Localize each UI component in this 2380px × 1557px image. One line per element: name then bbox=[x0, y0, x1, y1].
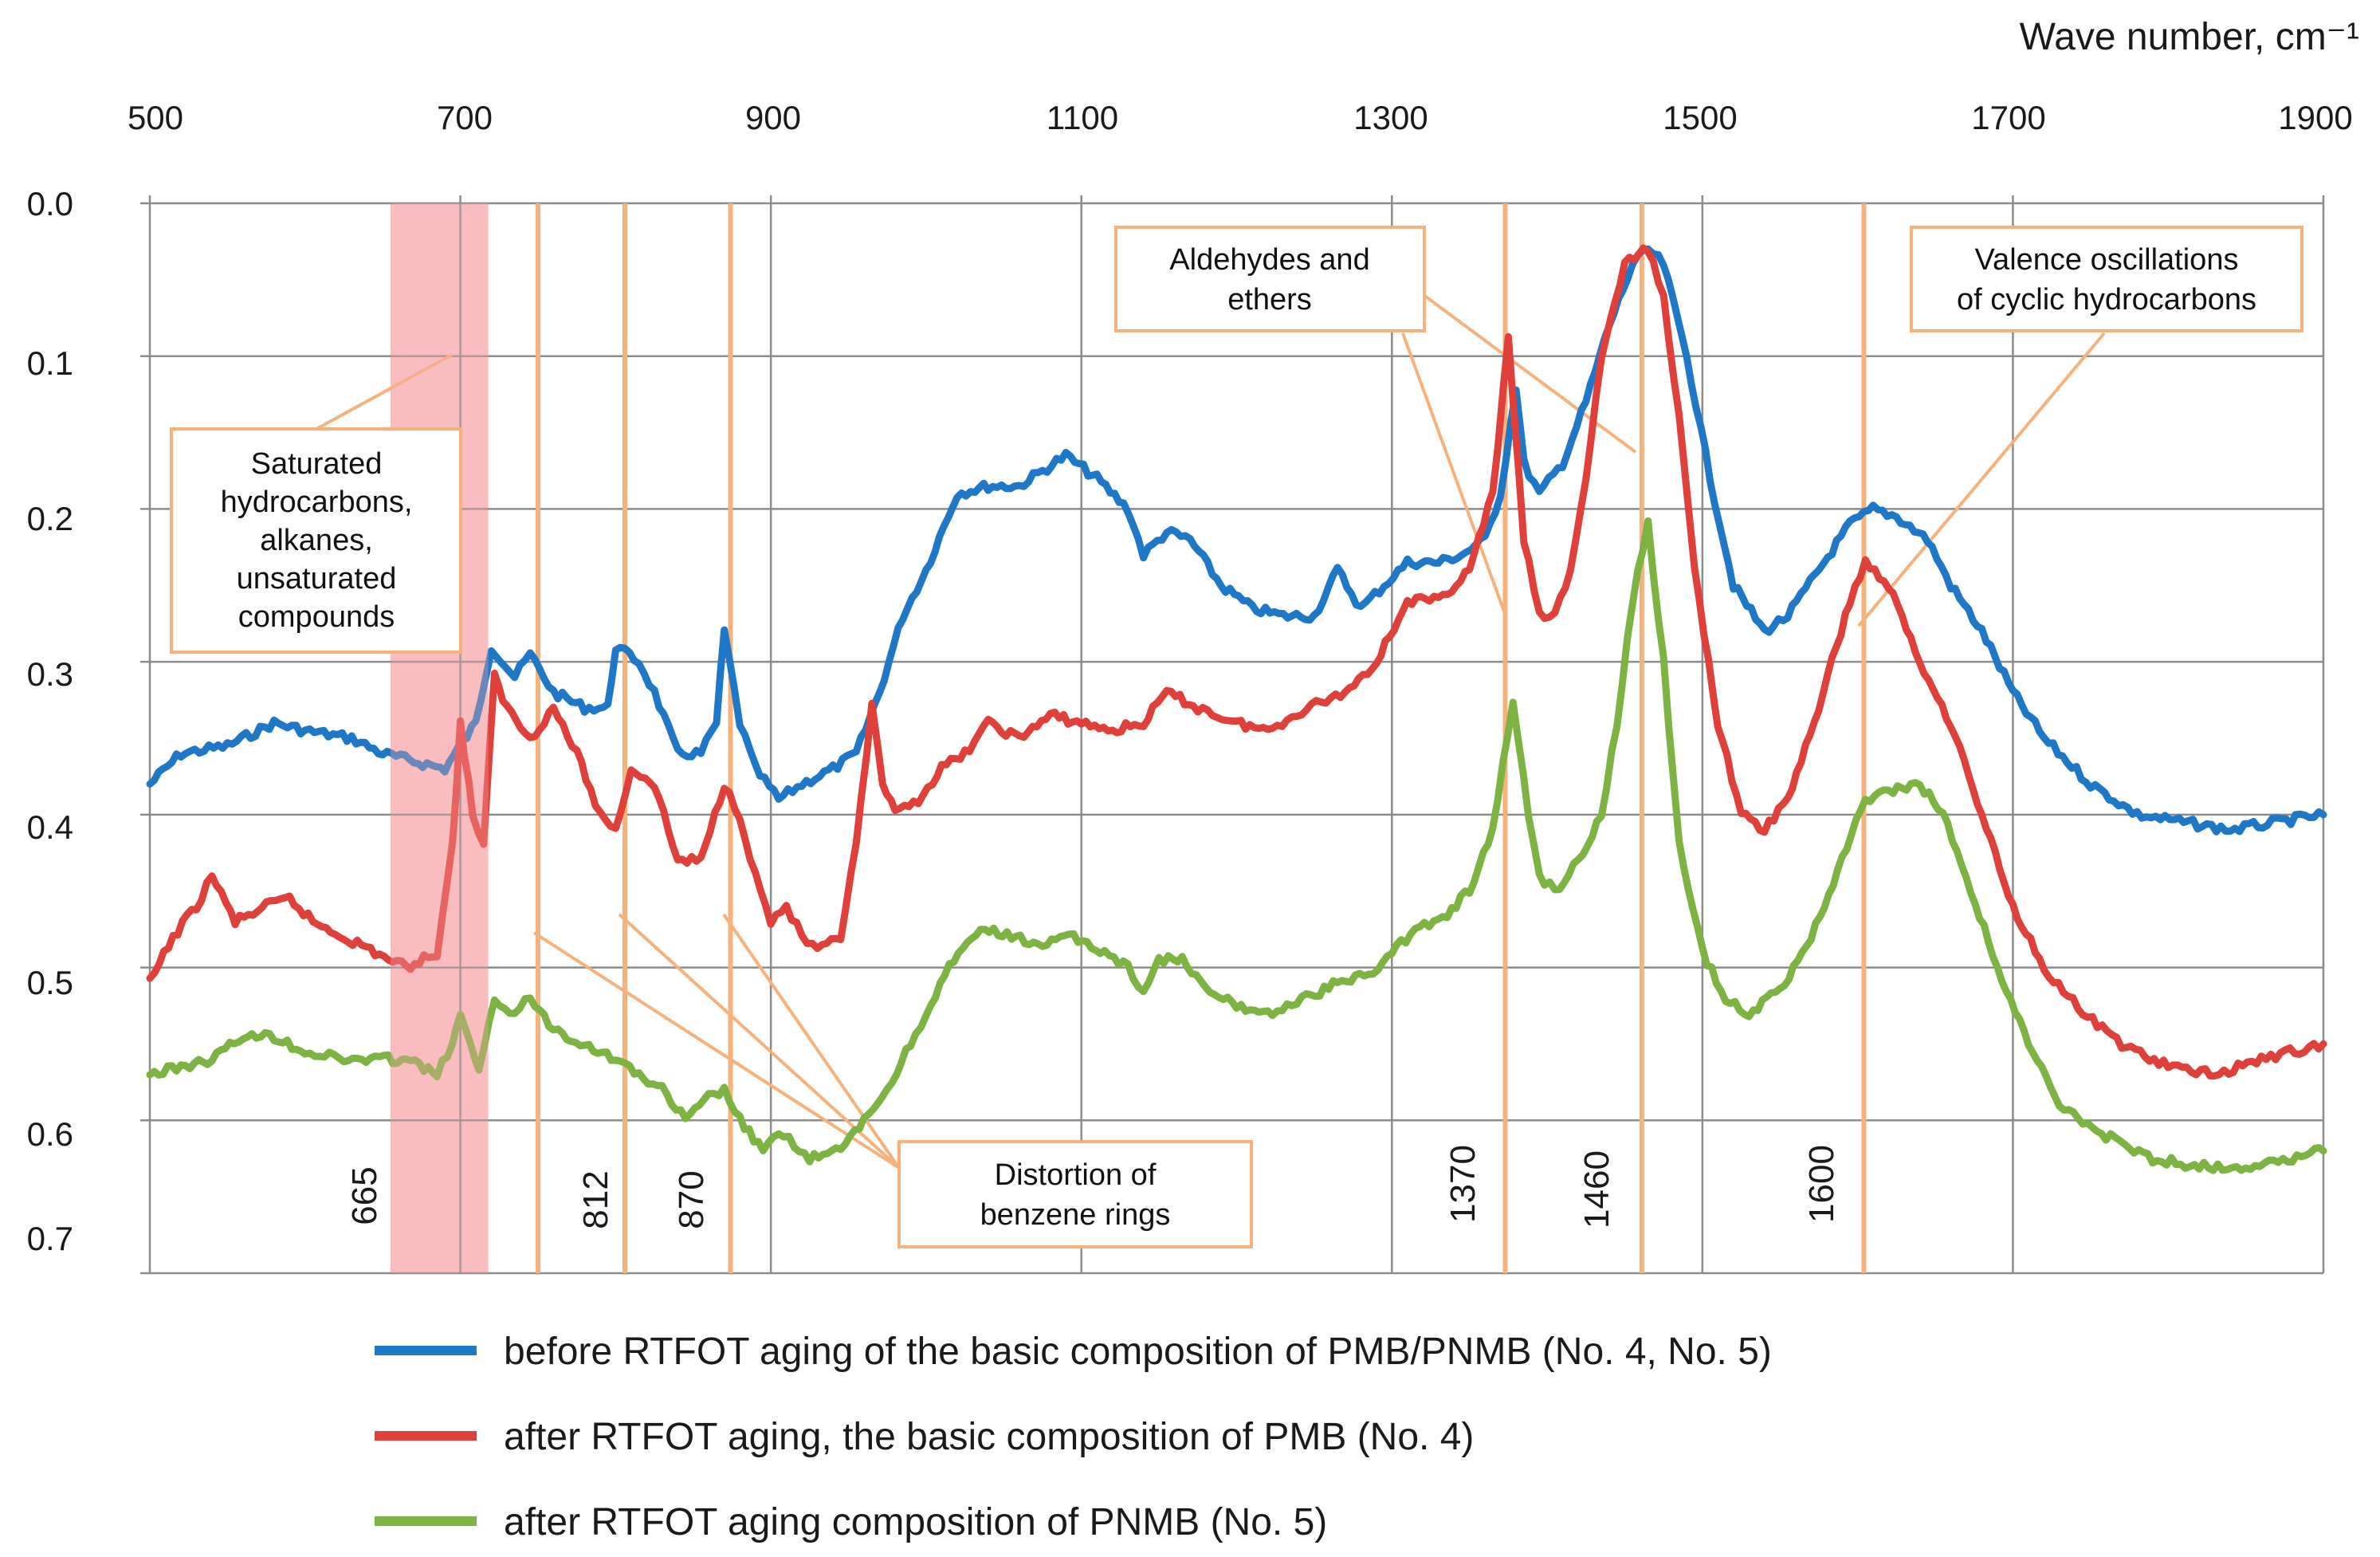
marker-label-665: 665 bbox=[345, 1166, 384, 1225]
legend-label-pmb: after RTFOT aging, the basic composition… bbox=[504, 1416, 1474, 1458]
annotation-saturated: Saturated hydrocarbons, alkanes, unsatur… bbox=[170, 427, 462, 654]
marker-label-812: 812 bbox=[576, 1170, 615, 1229]
annotation-line: Distortion of bbox=[995, 1158, 1157, 1192]
x-tick-label: 900 bbox=[745, 99, 801, 136]
x-tick-label: 1500 bbox=[1663, 99, 1737, 136]
x-tick-label: 700 bbox=[437, 99, 493, 136]
annotation-line: alkanes, bbox=[260, 524, 373, 557]
highlight-band bbox=[390, 203, 489, 1273]
x-axis-title: Wave number, cm⁻¹ bbox=[2020, 16, 2359, 58]
annotation-line: unsaturated bbox=[237, 562, 397, 596]
y-tick-label: 0.7 bbox=[27, 1220, 73, 1257]
legend-label-pnmb: after RTFOT aging composition of PNMB (N… bbox=[504, 1501, 1327, 1543]
y-tick-label: 0.0 bbox=[27, 185, 73, 222]
leader-aldehydes-2 bbox=[1401, 332, 1508, 619]
annotation-valence: Valence oscillations of cyclic hydrocarb… bbox=[1910, 226, 2303, 332]
x-tick-labels: 500 700 900 1100 1300 1500 1700 1900 bbox=[128, 99, 2353, 136]
annotation-line: hydrocarbons, bbox=[221, 486, 413, 519]
y-tick-label: 0.5 bbox=[27, 964, 73, 1001]
y-tick-label: 0.4 bbox=[27, 808, 73, 846]
grid bbox=[140, 195, 2325, 1275]
y-tick-labels: 0.0 0.1 0.2 0.3 0.4 0.5 0.6 0.7 bbox=[27, 185, 73, 1257]
annotation-line: Saturated bbox=[251, 447, 383, 481]
annotation-line: of cyclic hydrocarbons bbox=[1957, 283, 2256, 317]
leader-benzene-3 bbox=[722, 913, 901, 1170]
annotation-line: Valence oscillations bbox=[1975, 243, 2239, 277]
y-tick-label: 0.6 bbox=[27, 1115, 73, 1153]
series bbox=[146, 244, 2327, 1174]
highlight-band-overlay bbox=[390, 203, 489, 1273]
leader-benzene-1 bbox=[532, 931, 901, 1170]
annotation-benzene: Distortion of benzene rings bbox=[897, 1140, 1253, 1248]
marker-label-1600: 1600 bbox=[1802, 1145, 1841, 1223]
leader-benzene-2 bbox=[618, 913, 901, 1170]
series-line-2 bbox=[146, 517, 2327, 1174]
legend: before RTFOT aging of the basic composit… bbox=[375, 1331, 1772, 1543]
annotation-line: ethers bbox=[1227, 283, 1312, 317]
annotation-aldehydes: Aldehydes and ethers bbox=[1114, 226, 1426, 332]
x-tick-label: 1900 bbox=[2278, 99, 2352, 136]
y-tick-label: 0.1 bbox=[27, 344, 73, 382]
series-line-0 bbox=[146, 245, 2327, 836]
legend-label-before: before RTFOT aging of the basic composit… bbox=[504, 1331, 1772, 1373]
leader-aldehydes-1 bbox=[1422, 293, 1637, 454]
marker-label-1370: 1370 bbox=[1443, 1145, 1483, 1223]
x-tick-label: 1100 bbox=[1047, 99, 1118, 136]
y-tick-label: 0.3 bbox=[27, 655, 73, 693]
x-tick-label: 1300 bbox=[1353, 99, 1428, 136]
y-tick-label: 0.2 bbox=[27, 500, 73, 537]
annotation-line: benzene rings bbox=[980, 1198, 1171, 1232]
callout-leaders bbox=[316, 293, 2106, 1170]
annotation-line: Aldehydes and bbox=[1169, 243, 1369, 277]
marker-label-870: 870 bbox=[672, 1170, 711, 1229]
leader-valence bbox=[1857, 332, 2106, 627]
x-tick-label: 1700 bbox=[1971, 99, 2045, 136]
leader-saturated bbox=[316, 353, 453, 431]
annotation-line: compounds bbox=[238, 600, 395, 634]
marker-label-1460: 1460 bbox=[1577, 1150, 1616, 1229]
series-line-1 bbox=[146, 244, 2327, 1080]
x-tick-label: 500 bbox=[128, 99, 183, 136]
